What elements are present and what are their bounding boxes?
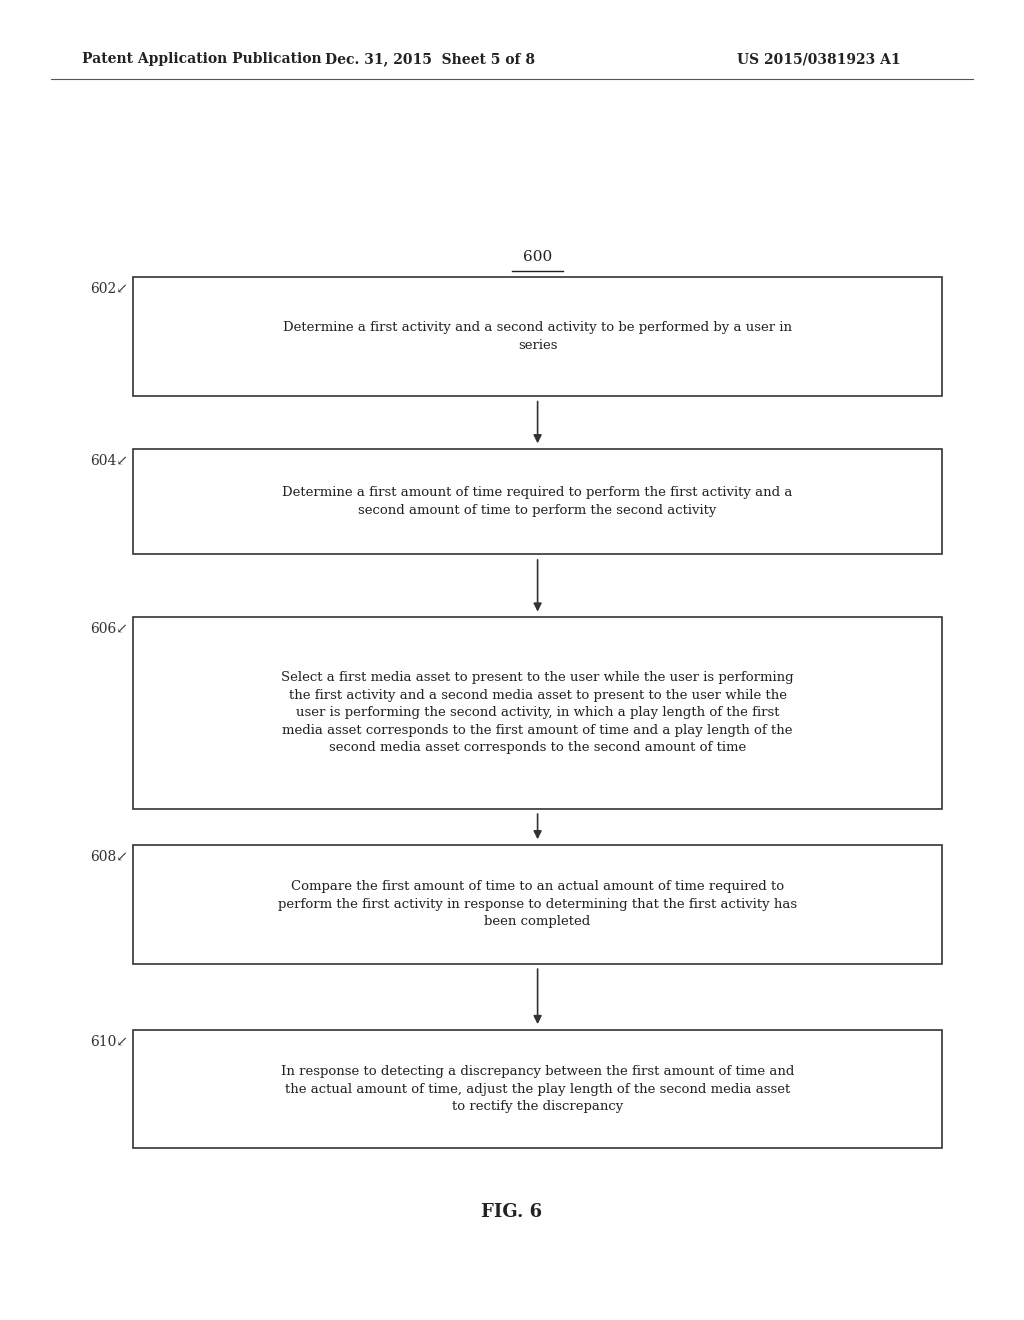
Text: 600: 600 [523, 251, 552, 264]
Text: Dec. 31, 2015  Sheet 5 of 8: Dec. 31, 2015 Sheet 5 of 8 [325, 53, 536, 66]
Text: 608↙: 608↙ [90, 850, 128, 865]
FancyBboxPatch shape [133, 845, 942, 964]
FancyBboxPatch shape [133, 449, 942, 554]
Text: Compare the first amount of time to an actual amount of time required to
perform: Compare the first amount of time to an a… [279, 880, 797, 928]
Text: 610↙: 610↙ [90, 1035, 128, 1049]
FancyBboxPatch shape [133, 277, 942, 396]
Text: In response to detecting a discrepancy between the first amount of time and
the : In response to detecting a discrepancy b… [281, 1065, 795, 1113]
FancyBboxPatch shape [133, 1030, 942, 1148]
Text: 606↙: 606↙ [90, 623, 128, 636]
Text: Select a first media asset to present to the user while the user is performing
t: Select a first media asset to present to… [282, 672, 794, 754]
Text: 602↙: 602↙ [90, 282, 128, 297]
Text: Determine a first activity and a second activity to be performed by a user in
se: Determine a first activity and a second … [283, 321, 793, 352]
Text: Patent Application Publication: Patent Application Publication [82, 53, 322, 66]
Text: Determine a first amount of time required to perform the first activity and a
se: Determine a first amount of time require… [283, 486, 793, 517]
Text: FIG. 6: FIG. 6 [481, 1203, 543, 1221]
Text: US 2015/0381923 A1: US 2015/0381923 A1 [737, 53, 901, 66]
Text: 604↙: 604↙ [90, 454, 128, 469]
FancyBboxPatch shape [133, 618, 942, 808]
